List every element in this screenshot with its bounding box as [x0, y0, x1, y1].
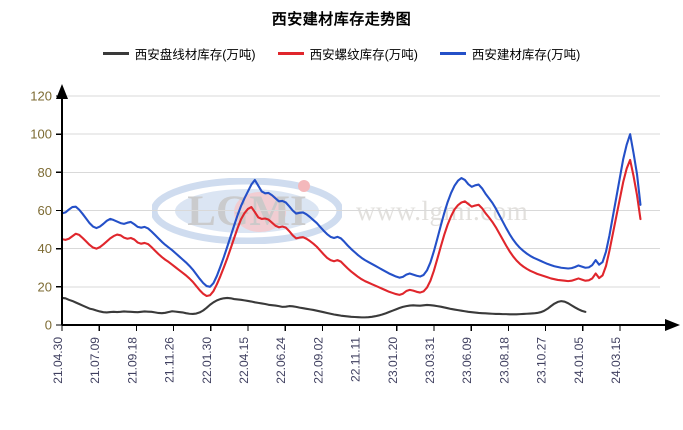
legend-label-wire-rod: 西安盘线材库存(万吨) [134, 48, 256, 62]
x-axis-tick-label: 23.03.31 [423, 337, 437, 384]
x-axis-tick-label: 22.01.30 [200, 337, 214, 384]
x-axis-tick-label: 21.04.30 [51, 337, 65, 384]
chart-gridlines [56, 95, 660, 326]
y-axis-tick-label: 40 [38, 241, 52, 256]
x-axis-tick-label: 21.09.18 [125, 337, 139, 384]
legend-item-rebar[interactable]: 西安螺纹库存(万吨) [277, 44, 418, 63]
x-axis-tick-label: 22.06.24 [274, 337, 288, 384]
legend-swatch-wire-rod [102, 52, 129, 55]
y-axis-tick-label: 100 [30, 127, 52, 142]
x-axis-tick-label: 21.11.26 [163, 337, 177, 383]
x-axis-tick-labels: 21.04.30 21.07.09 21.09.18 21.11.26 22.01.30… [51, 337, 623, 384]
y-axis-tick-label: 20 [38, 279, 52, 294]
x-axis-tick-label: 23.06.09 [460, 337, 474, 384]
y-axis-tick-label: 0 [45, 318, 52, 333]
y-axis-tick-label: 60 [38, 203, 52, 218]
chart-series-lines [60, 133, 642, 319]
legend-item-construction-steel[interactable]: 西安建材库存(万吨) [439, 44, 581, 63]
series-line-0 [60, 296, 587, 319]
x-axis-tick-label: 21.07.09 [88, 337, 102, 384]
chart-axes [56, 84, 680, 331]
chart-title: 西安建材库存走势图 [271, 11, 412, 28]
y-axis-tick-labels: 0 20 40 60 80 100 120 [30, 89, 52, 333]
legend-swatch-construction-steel [439, 52, 466, 55]
legend-swatch-rebar [277, 52, 304, 55]
x-axis-tickmarks [61, 325, 621, 331]
x-axis-tick-label: 22.11.11 [349, 337, 363, 382]
series-line-2 [60, 133, 642, 288]
y-axis-tick-label: 80 [38, 165, 52, 180]
x-axis-tick-label: 23.01.20 [386, 337, 400, 384]
legend-item-wire-rod[interactable]: 西安盘线材库存(万吨) [102, 44, 256, 63]
x-axis-tick-label: 24.03.15 [609, 337, 623, 384]
x-axis-tick-label: 23.10.27 [535, 337, 549, 384]
x-axis-tick-label: 23.08.18 [497, 337, 511, 384]
y-axis-arrow [56, 84, 68, 99]
legend-label-construction-steel: 西安建材库存(万吨) [471, 48, 581, 62]
y-axis-tick-label: 120 [30, 89, 52, 104]
series-line-1 [60, 158, 642, 298]
x-axis-tick-label: 24.01.05 [572, 337, 586, 384]
x-axis-tick-label: 22.09.02 [311, 337, 325, 384]
x-axis-tick-label: 22.04.15 [237, 337, 251, 384]
chart-legend: 西安盘线材库存(万吨) 西安螺纹库存(万吨) 西安建材库存(万吨) [0, 44, 683, 63]
x-axis-arrow [665, 319, 680, 331]
legend-label-rebar: 西安螺纹库存(万吨) [309, 48, 418, 62]
